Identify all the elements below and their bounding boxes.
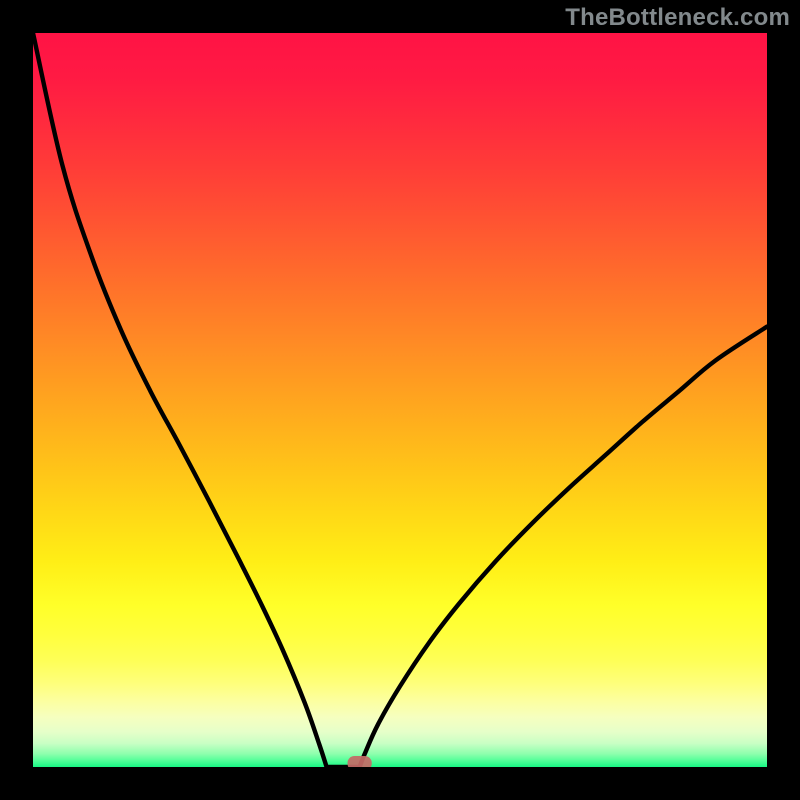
optimal-point-marker (348, 756, 372, 767)
bottleneck-curve-plot (33, 33, 767, 767)
watermark-text: TheBottleneck.com (565, 4, 790, 32)
plot-background (33, 33, 767, 767)
chart-frame: TheBottleneck.com (0, 0, 800, 800)
